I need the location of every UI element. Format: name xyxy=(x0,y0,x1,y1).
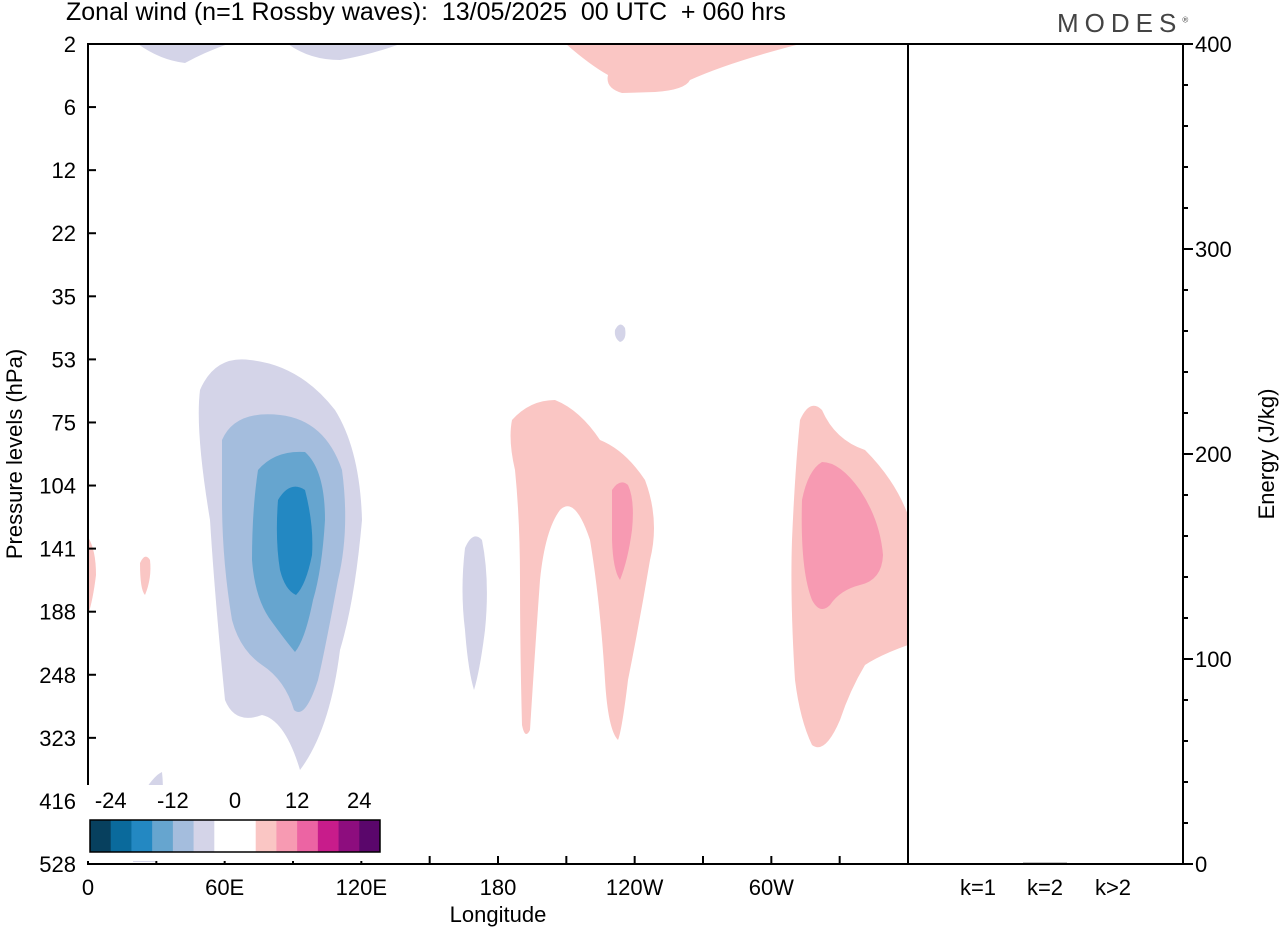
contour-positive-edge-left xyxy=(88,537,96,615)
x-tick-label: 60E xyxy=(205,875,244,900)
energy-bar xyxy=(1023,862,1067,864)
contour-negative-small xyxy=(614,324,626,342)
energy-axis-label: Energy (J/kg) xyxy=(1254,389,1279,520)
y-tick-label: 53 xyxy=(52,347,76,372)
colorbar: -24 -12 0 12 24 xyxy=(86,785,384,861)
colorbar-swatch xyxy=(255,820,277,852)
x-tick-label: 120W xyxy=(606,875,664,900)
colorbar-swatch xyxy=(110,820,132,852)
x-tick-label: 120E xyxy=(336,875,387,900)
y-tick-label: 104 xyxy=(39,474,76,499)
contour-positive-middle xyxy=(510,400,654,740)
energy-tick-label: 400 xyxy=(1195,32,1232,57)
energy-bars: k=1 k=2 k>2 xyxy=(956,862,1135,900)
y-axis-label: Pressure levels (hPa) xyxy=(2,349,27,559)
energy-plot-frame xyxy=(907,43,1184,865)
colorbar-swatch xyxy=(359,820,381,852)
energy-category-label: k=2 xyxy=(1027,875,1063,900)
energy-tick-label: 100 xyxy=(1195,647,1232,672)
colorbar-tick-label: -24 xyxy=(95,788,127,813)
energy-bar xyxy=(956,863,1000,865)
y-tick-label: 22 xyxy=(52,221,76,246)
colorbar-swatch xyxy=(276,820,298,852)
y-tick-label: 141 xyxy=(39,537,76,562)
colorbar-swatch xyxy=(193,820,215,852)
colorbar-swatch xyxy=(152,820,174,852)
x-tick-label: 0 xyxy=(82,875,94,900)
contour-negative-top-mid xyxy=(288,44,400,60)
x-axis-label: Longitude xyxy=(450,902,547,927)
y-tick-label: 323 xyxy=(39,726,76,751)
energy-bar xyxy=(1091,863,1135,865)
colorbar-swatch xyxy=(297,820,319,852)
pressure-axis: 2 6 12 22 35 53 75 104 141 188 248 323 416 528 xyxy=(39,32,96,877)
energy-category-label: k=1 xyxy=(960,875,996,900)
y-tick-label: 416 xyxy=(39,789,76,814)
y-tick-label: 6 xyxy=(64,95,76,120)
energy-tick-label: 300 xyxy=(1195,237,1232,262)
energy-tick-label: 200 xyxy=(1195,442,1232,467)
contour-negative-top-left xyxy=(138,44,228,63)
colorbar-swatch xyxy=(338,820,360,852)
colorbar-swatch xyxy=(90,820,112,852)
colorbar-swatch xyxy=(172,820,195,852)
modes-logo: MODES® xyxy=(1057,8,1189,38)
colorbar-tick-label: 0 xyxy=(229,788,241,813)
colorbar-swatch xyxy=(131,820,153,852)
contour-negative-170E xyxy=(462,536,487,690)
contour-negative-18 xyxy=(276,486,313,595)
y-tick-label: 248 xyxy=(39,663,76,688)
y-tick-label: 188 xyxy=(39,600,76,625)
y-tick-label: 75 xyxy=(52,410,76,435)
colorbar-swatch xyxy=(214,820,236,852)
y-tick-label: 528 xyxy=(39,852,76,877)
energy-category-label: k>2 xyxy=(1095,875,1131,900)
y-tick-label: 2 xyxy=(64,32,76,57)
colorbar-swatch xyxy=(317,820,340,852)
colorbar-tick-label: 24 xyxy=(347,788,371,813)
contour-positive-small-left xyxy=(140,556,151,595)
contour-positive-middle-inner xyxy=(612,482,633,580)
chart-title: Zonal wind (n=1 Rossby waves): 13/05/202… xyxy=(66,0,786,26)
longitude-axis: 0 60E 120E 180 120W 60W xyxy=(82,856,909,900)
colorbar-tick-label: -12 xyxy=(157,788,189,813)
x-tick-label: 180 xyxy=(480,875,517,900)
y-tick-label: 12 xyxy=(52,158,76,183)
energy-axis: 0 100 200 300 400 xyxy=(1183,32,1232,877)
colorbar-tick-label: 12 xyxy=(285,788,309,813)
contour-field xyxy=(88,44,908,862)
colorbar-swatch xyxy=(235,820,257,852)
x-tick-label: 60W xyxy=(749,875,794,900)
energy-tick-label: 0 xyxy=(1195,852,1207,877)
colorbar-frame xyxy=(89,819,381,853)
contour-positive-top xyxy=(566,44,800,93)
contour-positive-right-inner xyxy=(801,462,883,609)
y-tick-label: 35 xyxy=(52,284,76,309)
